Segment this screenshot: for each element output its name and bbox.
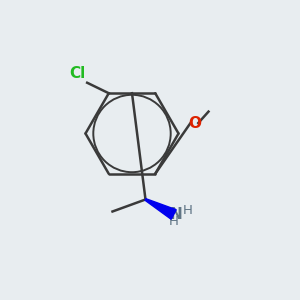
Text: H: H xyxy=(183,204,192,217)
Text: O: O xyxy=(188,116,201,130)
Text: H: H xyxy=(169,215,178,228)
Text: N: N xyxy=(170,207,182,222)
Text: Cl: Cl xyxy=(69,66,86,81)
Polygon shape xyxy=(145,199,176,219)
